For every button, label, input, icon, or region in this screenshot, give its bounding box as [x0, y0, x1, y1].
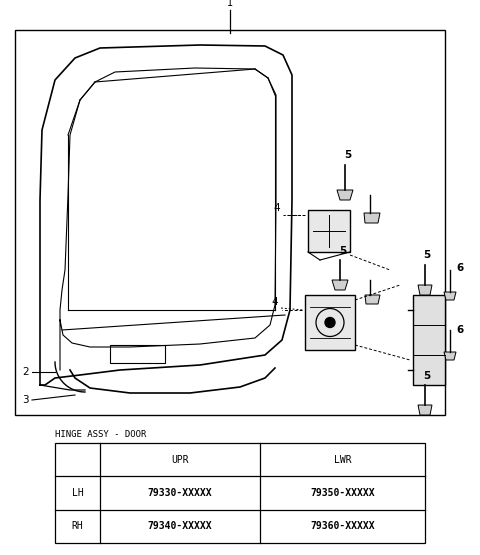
Text: 2: 2: [22, 367, 29, 377]
Text: HINGE ASSY - DOOR: HINGE ASSY - DOOR: [55, 430, 146, 439]
Text: 4: 4: [274, 203, 280, 213]
Text: 79350-XXXXX: 79350-XXXXX: [310, 488, 375, 498]
Bar: [305, 295, 355, 350]
Text: 79330-XXXXX: 79330-XXXXX: [148, 488, 212, 498]
Text: 5: 5: [423, 250, 431, 260]
Bar: [15, 30, 445, 415]
Text: 6: 6: [456, 325, 463, 335]
Text: 79340-XXXXX: 79340-XXXXX: [148, 521, 212, 531]
Text: 6: 6: [456, 263, 463, 273]
Polygon shape: [418, 405, 432, 415]
Polygon shape: [364, 213, 380, 223]
Polygon shape: [332, 280, 348, 290]
Text: LWR: LWR: [334, 455, 351, 465]
Text: RH: RH: [72, 521, 84, 531]
Text: 1: 1: [227, 0, 233, 8]
Bar: [110, 345, 165, 363]
Polygon shape: [444, 352, 456, 360]
Bar: [308, 210, 350, 252]
Circle shape: [325, 317, 335, 327]
Polygon shape: [365, 295, 380, 304]
Polygon shape: [418, 285, 432, 295]
Text: 79360-XXXXX: 79360-XXXXX: [310, 521, 375, 531]
Polygon shape: [337, 190, 353, 200]
Text: 5: 5: [339, 246, 347, 256]
Text: 5: 5: [423, 371, 431, 381]
Text: 4: 4: [271, 297, 278, 307]
Bar: [55, 443, 425, 543]
Polygon shape: [444, 292, 456, 300]
Text: UPR: UPR: [171, 455, 189, 465]
Text: 3: 3: [22, 395, 29, 405]
Bar: [413, 295, 445, 385]
Text: 5: 5: [344, 150, 352, 160]
Text: LH: LH: [72, 488, 84, 498]
